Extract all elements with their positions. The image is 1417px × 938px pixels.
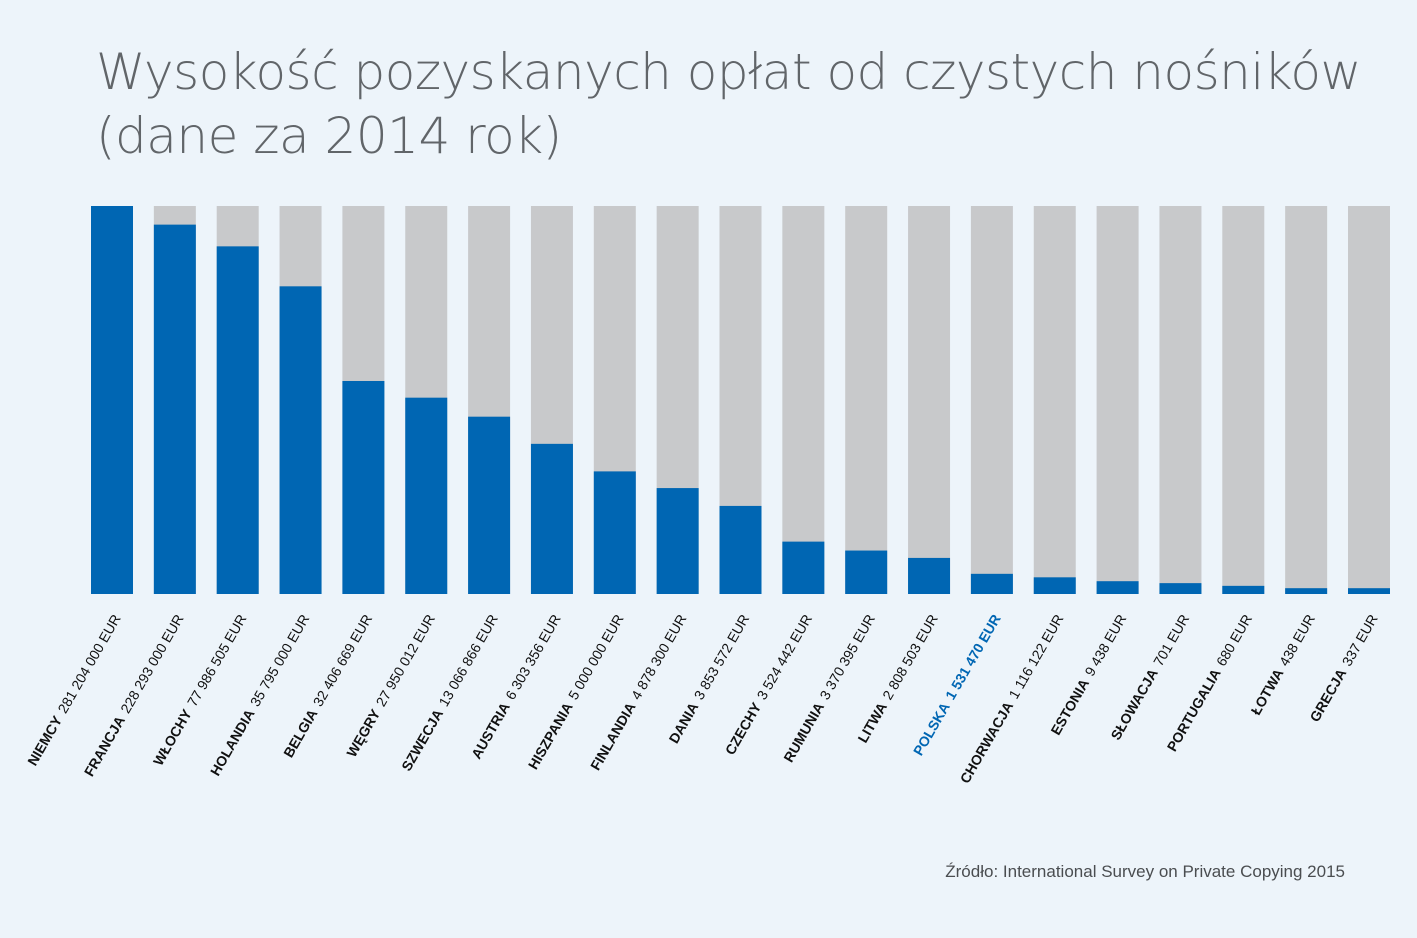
chart-title-line-1: Wysokość pozyskanych opłat od czystych n…	[96, 43, 1361, 101]
category-label: SZWECJA	[398, 706, 446, 773]
bar-niemcy	[91, 206, 133, 594]
bar-track-grecja	[1348, 206, 1390, 594]
bar-label-łotwa: ŁOTWA438 EUR	[1247, 612, 1318, 718]
bar-słowacja	[1159, 583, 1202, 594]
bar-track-czechy	[782, 206, 825, 594]
category-label: CHORWACJA	[957, 699, 1017, 786]
source-note: Źródło: International Survey on Private …	[945, 862, 1345, 881]
bar-czechy	[782, 541, 825, 594]
bar-estonia	[1096, 581, 1139, 594]
value-label: 228 293 000 EUR	[117, 612, 187, 716]
bar-grecja	[1348, 588, 1390, 594]
value-label: 2 808 503 EUR	[879, 612, 941, 703]
chart-title: Wysokość pozyskanych opłat od czystych n…	[96, 40, 1376, 168]
bar-track-chorwacja	[1033, 206, 1076, 594]
category-label: POLSKA	[910, 700, 953, 759]
category-label: WĘGRY	[343, 706, 383, 760]
value-label: 4 878 300 EUR	[628, 612, 690, 703]
category-label: LITWA	[854, 700, 890, 746]
value-label: 35 795 000 EUR	[247, 612, 313, 710]
bar-track-portugalia	[1222, 206, 1265, 594]
bar-włochy	[216, 246, 259, 595]
value-label: 701 EUR	[1150, 612, 1192, 669]
bar-track-rumunia	[845, 206, 888, 594]
bar-track-polska	[970, 206, 1013, 594]
bar-finlandia	[656, 488, 699, 594]
category-label: HOLANDIA	[207, 706, 258, 778]
value-label: 337 EUR	[1339, 612, 1381, 669]
bar-track-łotwa	[1285, 206, 1328, 594]
bar-label-chorwacja: CHORWACJA1 116 122 EUR	[957, 612, 1067, 786]
bar-austria	[530, 443, 573, 594]
category-label: RUMUNIA	[780, 700, 827, 765]
value-label: 3 853 572 EUR	[691, 612, 753, 703]
category-label: HISZPANIA	[525, 700, 576, 772]
value-label: 32 406 669 EUR	[310, 612, 376, 710]
category-label: NIEMCY	[24, 713, 65, 769]
value-label: 13 066 866 EUR	[435, 612, 501, 710]
value-label: 281 204 000 EUR	[54, 612, 124, 716]
category-label: FINLANDIA	[587, 700, 639, 773]
bar-rumunia	[845, 550, 888, 594]
category-label: WŁOCHY	[150, 706, 195, 768]
value-label: 27 950 012 EUR	[372, 612, 438, 710]
category-label: DANIA	[665, 700, 701, 746]
category-label: ŁOTWA	[1247, 666, 1286, 718]
value-label: 6 303 356 EUR	[502, 612, 564, 703]
category-label: SŁOWACJA	[1107, 666, 1161, 743]
bar-łotwa	[1285, 588, 1328, 594]
bar-hiszpania	[593, 471, 636, 594]
category-label: GRECJA	[1306, 666, 1349, 725]
value-label: 5 000 000 EUR	[565, 612, 627, 703]
bar-chorwacja	[1033, 577, 1076, 594]
value-label: 1 531 470 EUR	[942, 612, 1004, 703]
value-label: 9 438 EUR	[1081, 612, 1129, 679]
value-label: 438 EUR	[1276, 612, 1318, 669]
value-label: 77 986 505 EUR	[184, 612, 250, 710]
bar-track-estonia	[1096, 206, 1139, 594]
value-label: 3 524 442 EUR	[753, 612, 815, 703]
bar-label-grecja: GRECJA337 EUR	[1306, 612, 1380, 725]
category-label: FRANCJA	[81, 713, 128, 779]
bar-track-litwa	[908, 206, 951, 594]
category-label: AUSTRIA	[468, 700, 513, 762]
chart-title-line-2: (dane za 2014 rok)	[96, 107, 562, 165]
bar-belgia	[342, 380, 385, 594]
bar-track-słowacja	[1159, 206, 1202, 594]
bar-szwecja	[468, 416, 511, 594]
category-label: PORTUGALIA	[1164, 666, 1224, 754]
bar-portugalia	[1222, 585, 1265, 594]
category-label: ESTONIA	[1047, 676, 1092, 738]
category-label: CZECHY	[722, 699, 765, 757]
bar-polska	[970, 573, 1013, 594]
value-label: 3 370 395 EUR	[816, 612, 878, 703]
bar-dania	[719, 505, 762, 594]
value-label: 1 116 122 EUR	[1005, 612, 1066, 702]
category-label: BELGIA	[280, 706, 320, 760]
bar-węgry	[405, 397, 448, 594]
value-label: 680 EUR	[1213, 612, 1255, 669]
bar-holandia	[279, 286, 322, 594]
bar-francja	[153, 224, 196, 594]
bar-litwa	[908, 557, 951, 594]
